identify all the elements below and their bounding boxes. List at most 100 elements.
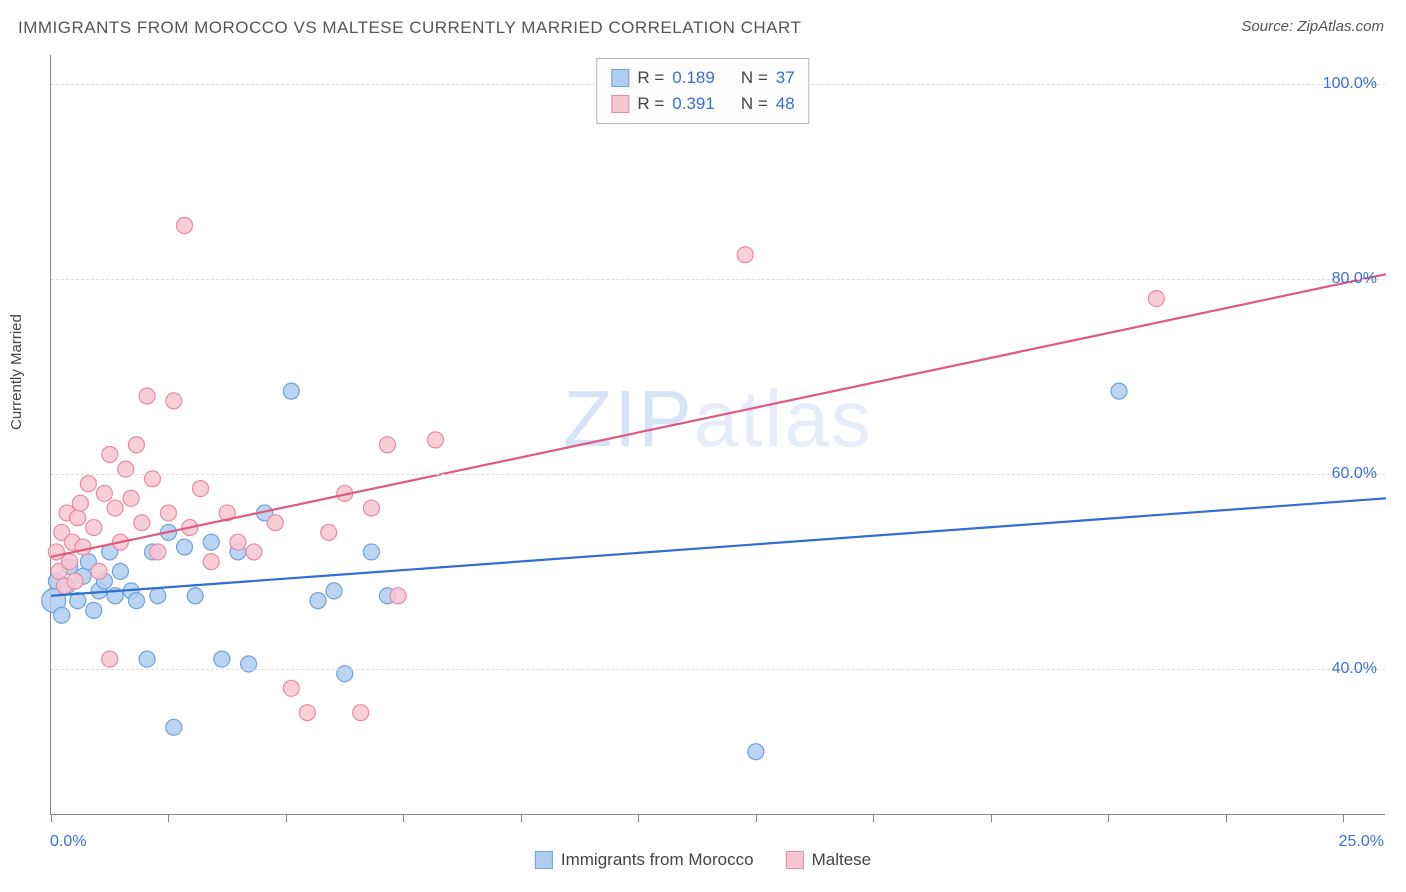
y-tick-label: 60.0% (1332, 465, 1377, 483)
scatter-point-morocco (326, 583, 342, 599)
n-label: N = (741, 65, 768, 91)
scatter-point-maltese (353, 705, 369, 721)
scatter-point-morocco (166, 719, 182, 735)
legend-swatch-morocco (535, 851, 553, 869)
trend-line-maltese (51, 274, 1386, 557)
scatter-point-maltese (107, 500, 123, 516)
scatter-point-morocco (214, 651, 230, 667)
scatter-point-morocco (86, 602, 102, 618)
chart-svg (51, 55, 1385, 814)
legend-swatch-maltese (786, 851, 804, 869)
scatter-point-maltese (363, 500, 379, 516)
scatter-point-morocco (112, 563, 128, 579)
scatter-point-maltese (139, 388, 155, 404)
x-tick (168, 814, 169, 822)
scatter-point-morocco (139, 651, 155, 667)
stats-row-maltese: R = 0.391 N = 48 (611, 91, 794, 117)
swatch-morocco (611, 69, 629, 87)
swatch-maltese (611, 95, 629, 113)
x-tick (403, 814, 404, 822)
x-tick (1226, 814, 1227, 822)
scatter-point-morocco (283, 383, 299, 399)
x-axis-max-label: 25.0% (1339, 833, 1384, 851)
source-value: ZipAtlas.com (1297, 18, 1384, 35)
scatter-point-maltese (134, 515, 150, 531)
x-tick (286, 814, 287, 822)
grid-line (51, 474, 1385, 475)
scatter-point-maltese (390, 588, 406, 604)
stats-box: R = 0.189 N = 37 R = 0.391 N = 48 (596, 58, 809, 124)
scatter-point-maltese (203, 554, 219, 570)
scatter-point-maltese (1148, 291, 1164, 307)
n-value: 48 (776, 91, 795, 117)
scatter-point-morocco (128, 593, 144, 609)
scatter-point-morocco (1111, 383, 1127, 399)
grid-line (51, 279, 1385, 280)
scatter-point-maltese (230, 534, 246, 550)
x-tick (873, 814, 874, 822)
scatter-point-maltese (177, 218, 193, 234)
r-label: R = (637, 91, 664, 117)
legend-item-morocco: Immigrants from Morocco (535, 850, 754, 870)
scatter-point-maltese (160, 505, 176, 521)
scatter-point-maltese (72, 495, 88, 511)
legend-label: Immigrants from Morocco (561, 850, 754, 870)
scatter-point-maltese (70, 510, 86, 526)
scatter-point-maltese (102, 651, 118, 667)
n-label: N = (741, 91, 768, 117)
x-tick (51, 814, 52, 822)
scatter-point-morocco (748, 744, 764, 760)
x-tick (521, 814, 522, 822)
source-attribution: Source: ZipAtlas.com (1241, 18, 1384, 35)
scatter-point-maltese (48, 544, 64, 560)
plot-area: ZIPatlas 40.0%60.0%80.0%100.0% (50, 55, 1385, 815)
x-tick (756, 814, 757, 822)
r-label: R = (637, 65, 664, 91)
scatter-point-maltese (379, 437, 395, 453)
y-tick-label: 80.0% (1332, 270, 1377, 288)
x-tick (991, 814, 992, 822)
scatter-point-maltese (62, 554, 78, 570)
scatter-point-morocco (363, 544, 379, 560)
scatter-point-maltese (321, 524, 337, 540)
x-tick (1343, 814, 1344, 822)
y-tick-label: 100.0% (1323, 75, 1377, 93)
scatter-point-morocco (310, 593, 326, 609)
scatter-point-maltese (166, 393, 182, 409)
scatter-point-morocco (187, 588, 203, 604)
stats-row-morocco: R = 0.189 N = 37 (611, 65, 794, 91)
scatter-point-maltese (299, 705, 315, 721)
bottom-legend: Immigrants from Morocco Maltese (535, 850, 871, 870)
source-label: Source: (1241, 18, 1293, 35)
chart-title: IMMIGRANTS FROM MOROCCO VS MALTESE CURRE… (18, 18, 801, 38)
scatter-point-maltese (91, 563, 107, 579)
scatter-point-maltese (96, 485, 112, 501)
scatter-point-maltese (427, 432, 443, 448)
scatter-point-maltese (737, 247, 753, 263)
x-tick (638, 814, 639, 822)
scatter-point-maltese (193, 481, 209, 497)
y-axis-label: Currently Married (8, 314, 25, 430)
r-value: 0.189 (672, 65, 715, 91)
legend-label: Maltese (812, 850, 872, 870)
scatter-point-morocco (150, 588, 166, 604)
scatter-point-morocco (203, 534, 219, 550)
scatter-point-maltese (283, 680, 299, 696)
scatter-point-maltese (150, 544, 166, 560)
scatter-point-maltese (67, 573, 83, 589)
scatter-point-maltese (123, 490, 139, 506)
scatter-point-maltese (102, 446, 118, 462)
scatter-point-maltese (86, 520, 102, 536)
y-tick-label: 40.0% (1332, 660, 1377, 678)
x-axis-min-label: 0.0% (50, 833, 86, 851)
scatter-point-maltese (75, 539, 91, 555)
scatter-point-maltese (267, 515, 283, 531)
x-tick (1108, 814, 1109, 822)
r-value: 0.391 (672, 91, 715, 117)
chart-container: IMMIGRANTS FROM MOROCCO VS MALTESE CURRE… (0, 0, 1406, 892)
scatter-point-maltese (128, 437, 144, 453)
n-value: 37 (776, 65, 795, 91)
scatter-point-maltese (246, 544, 262, 560)
scatter-point-morocco (54, 607, 70, 623)
scatter-point-morocco (177, 539, 193, 555)
